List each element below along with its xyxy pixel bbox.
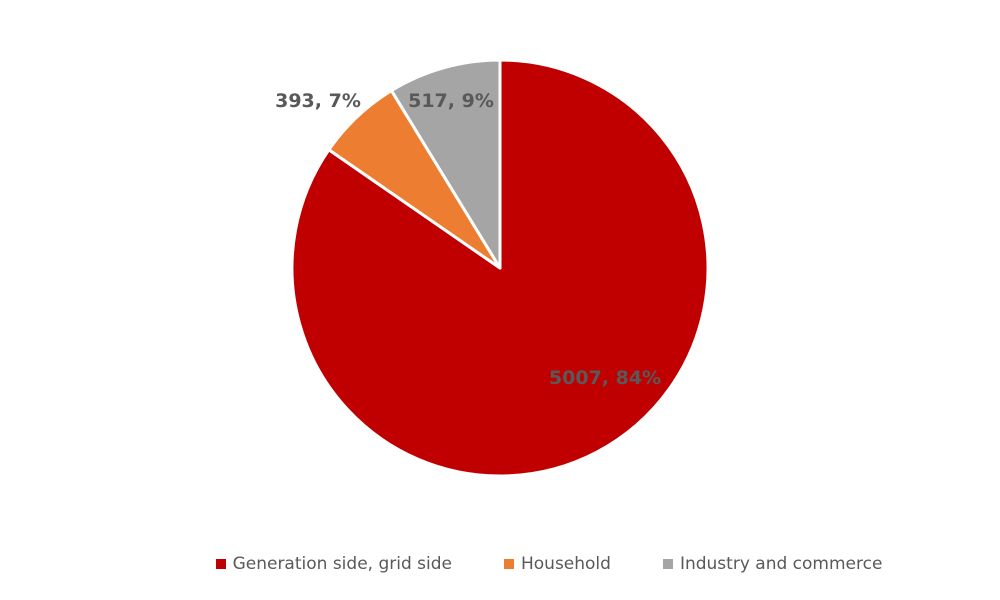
legend-label-industry: Industry and commerce [679,554,883,574]
legend-label-generation: Generation side, grid side [232,554,452,574]
legend-swatch-generation [215,559,226,569]
pie-slices [290,58,710,478]
legend-swatch-industry [662,559,673,569]
legend-item-generation: Generation side, grid side [215,552,452,576]
legend-label-household: Household [520,554,611,574]
legend-item-industry: Industry and commerce [662,552,883,576]
data-label-generation: 5007, 84% [549,367,661,389]
pie-data-labels: 5007, 84% 393, 7% 517, 9% [275,90,661,389]
legend-swatch-household [503,559,514,569]
pie-slice-industry [389,58,502,270]
legend-item-household: Household [503,552,611,576]
data-label-industry: 517, 9% [408,90,494,112]
data-label-household: 393, 7% [275,90,361,112]
chart-legend: Generation side, grid side Household Ind… [0,552,1000,576]
pie-chart: 5007, 84% 393, 7% 517, 9% [275,58,710,478]
